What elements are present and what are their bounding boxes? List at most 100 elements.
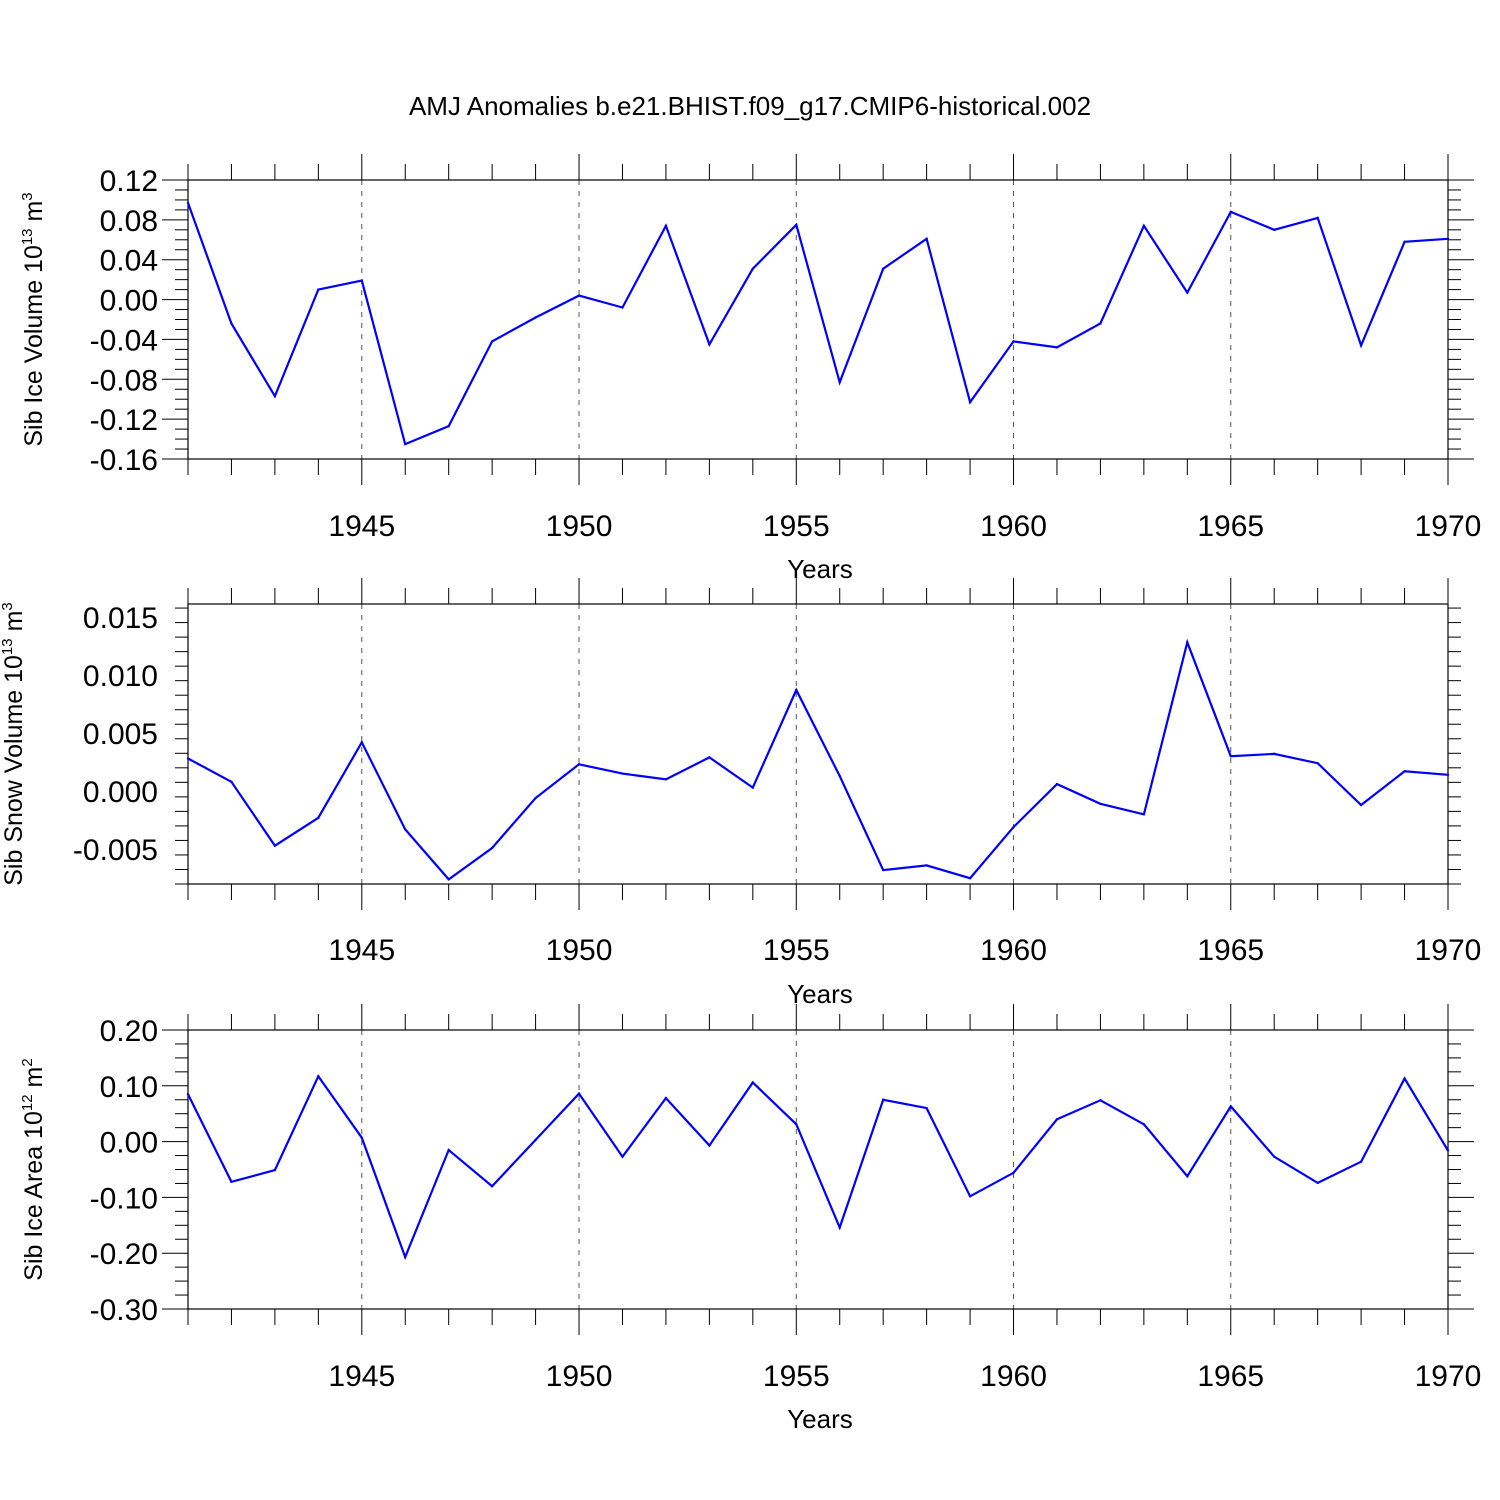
panel-3: 1945 1950 1955 1960 1965 1970 0.20 0.10 0.00 -0.1…	[19, 1004, 1481, 1434]
chart-title: AMJ Anomalies b.e21.BHIST.f09_g17.CMIP6-…	[409, 91, 1091, 121]
data-point-1967	[1316, 216, 1319, 220]
data-point-1960	[1012, 1171, 1015, 1175]
data-point-1968	[1359, 344, 1363, 347]
plot-frame	[187, 179, 1449, 460]
y-axis-label: Sib Ice Area 1012 m2	[19, 1058, 48, 1280]
data-point-1953	[708, 1144, 711, 1147]
x-tick-label: 1945	[328, 934, 395, 967]
data-point-1942	[230, 780, 233, 783]
data-point-1966	[1273, 752, 1276, 756]
data-point-1955	[795, 1123, 798, 1126]
data-point-1946	[404, 828, 407, 831]
data-point-1963	[1142, 813, 1146, 816]
data-point-1953	[708, 756, 711, 759]
data-point-1966	[1273, 228, 1276, 232]
data-point-1949	[534, 1138, 537, 1142]
x-axis-label: Years	[787, 554, 853, 584]
data-point-1942	[230, 1180, 233, 1183]
data-point-1955	[795, 688, 798, 692]
data-point-1957	[881, 868, 885, 872]
x-tick-label: 1945	[328, 1360, 395, 1393]
data-point-1962	[1099, 1099, 1102, 1102]
plot-frame	[187, 1029, 1449, 1310]
data-point-1954	[751, 786, 755, 789]
x-tick-label: 1950	[546, 1360, 613, 1393]
y-tick-label: 0.04	[100, 245, 158, 278]
data-point-1941	[186, 757, 190, 760]
data-point-1970	[1446, 237, 1450, 240]
y-tick-label: -0.04	[90, 324, 158, 357]
data-point-1958	[925, 864, 928, 867]
x-tick-label: 1960	[980, 934, 1047, 967]
data-point-1961	[1055, 346, 1059, 349]
data-point-1952	[664, 778, 668, 781]
data-point-1965	[1229, 1105, 1232, 1108]
y-tick-label: 0.010	[83, 660, 158, 693]
y-axis-label-part: Sib Ice Area 10	[20, 1111, 48, 1281]
data-point-1944	[317, 1075, 320, 1078]
data-point-1958	[925, 237, 928, 240]
y-tick-label: 0.10	[100, 1071, 158, 1104]
data-point-1963	[1142, 224, 1146, 228]
data-point-1962	[1099, 322, 1102, 325]
x-tick-label: 1970	[1415, 1360, 1482, 1393]
x-tick-label: 1945	[328, 510, 395, 543]
data-point-1967	[1316, 1181, 1319, 1185]
series-line	[187, 1074, 1449, 1261]
x-tick-label: 1970	[1415, 934, 1482, 967]
data-point-1956	[838, 381, 841, 384]
y-axis-label-part: 3	[19, 192, 36, 200]
data-point-1956	[838, 1226, 841, 1229]
y-tick-label: 0.00	[100, 1127, 158, 1160]
data-point-1942	[230, 322, 233, 325]
data-point-1959	[968, 1195, 972, 1198]
series-line	[186, 202, 1449, 446]
data-point-1944	[317, 288, 320, 291]
y-tick-label: 0.015	[83, 602, 158, 635]
x-tick-label: 1955	[763, 1360, 830, 1393]
data-point-1947	[447, 878, 450, 881]
x-tick-label: 1970	[1415, 510, 1482, 543]
data-point-1952	[664, 224, 668, 228]
y-tick-label: 0.08	[100, 205, 158, 238]
data-point-1946	[404, 442, 407, 446]
data-point-1968	[1359, 1160, 1363, 1163]
data-point-1948	[490, 340, 494, 343]
y-axis-label-part: 2	[19, 1058, 36, 1066]
data-point-1968	[1359, 803, 1363, 807]
y-tick-label: -0.20	[90, 1238, 158, 1271]
data-point-1960	[1012, 340, 1015, 343]
data-point-1945	[360, 1136, 363, 1139]
y-axis-label-part: m	[20, 201, 48, 229]
x-tick-label: 1965	[1197, 934, 1264, 967]
data-point-1951	[621, 306, 624, 309]
y-tick-label: 0.12	[100, 165, 158, 198]
data-point-1954	[751, 267, 755, 270]
x-tick-label: 1955	[763, 510, 830, 543]
y-tick-label: -0.16	[90, 444, 158, 477]
y-axis-label: Sib Snow Volume 1013 m3	[0, 602, 28, 886]
data-point-1959	[968, 876, 972, 880]
x-tick-label: 1950	[546, 934, 613, 967]
y-tick-label: 0.00	[100, 285, 158, 318]
data-point-1962	[1099, 802, 1102, 806]
data-point-1959	[968, 401, 972, 404]
data-point-1945	[360, 741, 363, 744]
panel-1: 1945 1950 1955 1960 1965 1970 0.12 0.08 0.04 0.00…	[19, 154, 1481, 584]
y-tick-label: 0.000	[83, 776, 158, 809]
data-point-1961	[1055, 1118, 1059, 1121]
data-point-1948	[490, 1185, 494, 1188]
y-axis-label-part: 13	[19, 228, 36, 245]
x-tick-label: 1960	[980, 510, 1047, 543]
data-point-1946	[404, 1255, 407, 1259]
y-axis-label-part: Sib Snow Volume 10	[0, 655, 28, 886]
data-point-1957	[881, 1098, 885, 1101]
data-point-1952	[664, 1096, 668, 1100]
x-tick-label: 1965	[1197, 1360, 1264, 1393]
data-point-1963	[1142, 1123, 1146, 1126]
data-point-1953	[708, 343, 711, 346]
data-point-1960	[1012, 825, 1015, 829]
data-point-1957	[881, 267, 885, 270]
x-tick-label: 1955	[763, 934, 830, 967]
x-tick-label: 1960	[980, 1360, 1047, 1393]
